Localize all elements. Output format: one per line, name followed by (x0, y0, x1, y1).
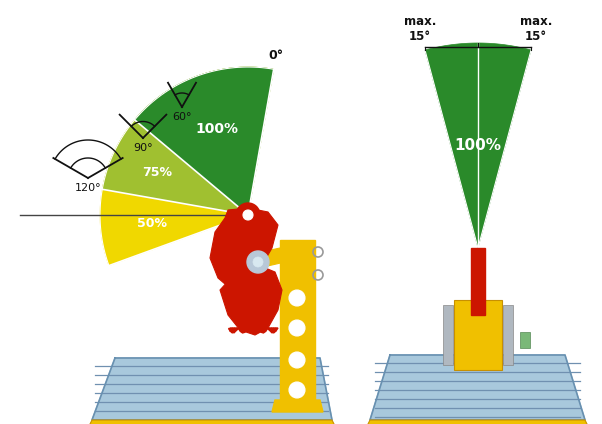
Polygon shape (272, 328, 274, 333)
Polygon shape (232, 328, 234, 333)
Polygon shape (471, 248, 485, 315)
Polygon shape (261, 328, 264, 333)
Polygon shape (425, 43, 531, 248)
Polygon shape (237, 328, 238, 330)
Polygon shape (244, 328, 247, 332)
Circle shape (289, 320, 305, 336)
Polygon shape (259, 328, 261, 332)
Text: max.
15°: max. 15° (520, 15, 552, 43)
Text: 90°: 90° (133, 143, 153, 153)
Polygon shape (265, 328, 267, 332)
Circle shape (236, 203, 260, 227)
Circle shape (247, 251, 269, 273)
Text: 100%: 100% (195, 122, 238, 136)
Circle shape (289, 352, 305, 368)
Polygon shape (135, 67, 274, 215)
Polygon shape (249, 328, 251, 332)
Polygon shape (280, 240, 315, 405)
Polygon shape (241, 328, 243, 333)
Polygon shape (276, 328, 278, 331)
Polygon shape (370, 355, 585, 420)
Polygon shape (365, 420, 590, 424)
Polygon shape (255, 328, 257, 332)
Text: 50%: 50% (137, 217, 167, 230)
Text: 60°: 60° (172, 112, 192, 122)
Text: 120°: 120° (75, 183, 101, 193)
Polygon shape (92, 358, 332, 420)
Polygon shape (253, 328, 255, 333)
Polygon shape (102, 67, 274, 215)
Polygon shape (234, 328, 237, 332)
Polygon shape (88, 420, 336, 424)
Circle shape (289, 382, 305, 398)
Polygon shape (264, 328, 265, 333)
Polygon shape (230, 328, 232, 333)
Polygon shape (257, 328, 259, 330)
Circle shape (289, 290, 305, 306)
Text: 0°: 0° (268, 49, 284, 62)
Text: max.
15°: max. 15° (404, 15, 436, 43)
Circle shape (253, 257, 263, 267)
Polygon shape (220, 265, 282, 335)
Polygon shape (272, 400, 323, 412)
Polygon shape (243, 328, 244, 333)
Polygon shape (443, 305, 453, 365)
Text: 75%: 75% (142, 166, 172, 179)
Polygon shape (274, 328, 276, 333)
Polygon shape (100, 67, 274, 265)
Polygon shape (251, 328, 253, 333)
Polygon shape (228, 328, 230, 331)
Polygon shape (248, 248, 285, 270)
Circle shape (243, 210, 253, 220)
Polygon shape (238, 328, 241, 332)
Polygon shape (267, 328, 270, 330)
Polygon shape (247, 328, 249, 330)
Polygon shape (270, 328, 272, 332)
Polygon shape (454, 300, 502, 370)
Polygon shape (503, 305, 513, 365)
Polygon shape (210, 208, 278, 290)
Text: 100%: 100% (455, 138, 501, 153)
Polygon shape (520, 332, 530, 348)
